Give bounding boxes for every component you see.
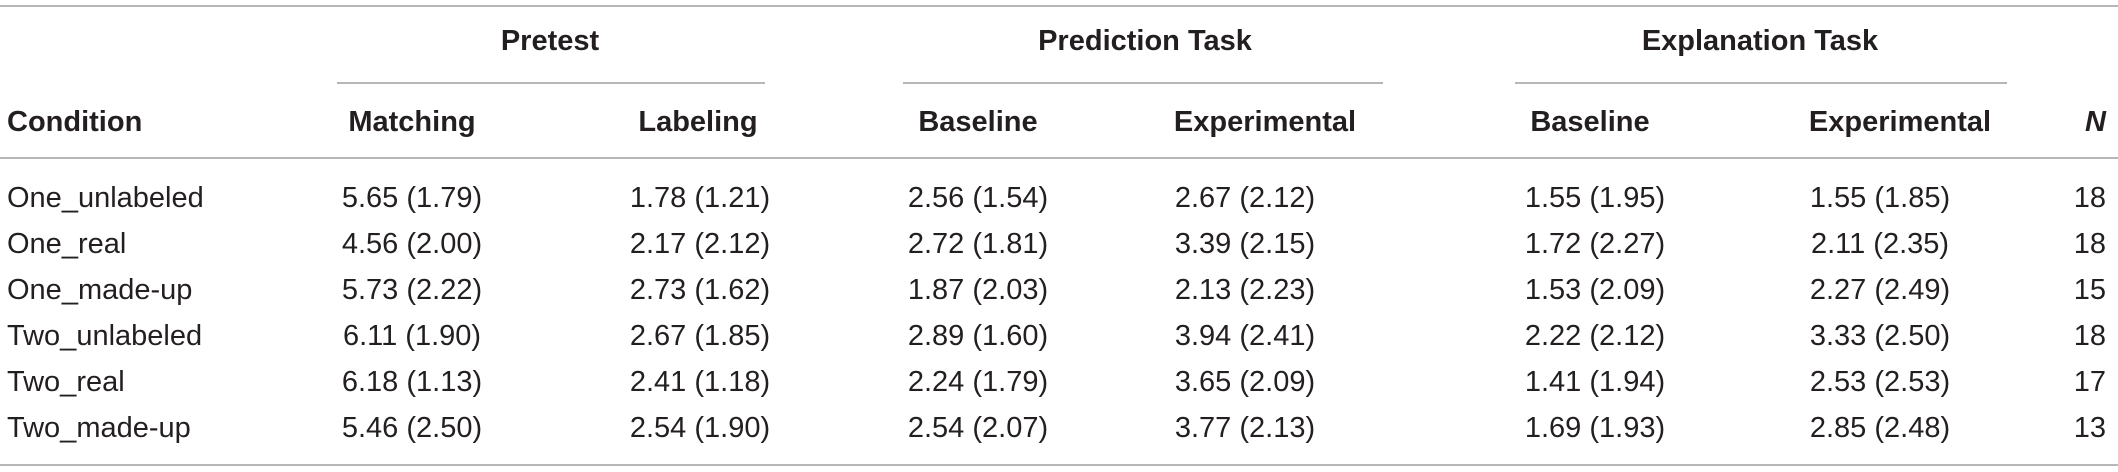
cell-n: 17 <box>2073 366 2106 398</box>
cell-explanation-baseline: 1.69 (1.93) <box>1524 412 1666 444</box>
column-header-explanation-experimental: Experimental <box>1808 106 1992 138</box>
cell-explanation-experimental: 3.33 (2.50) <box>1809 320 1951 352</box>
table-row: One_real 4.56 (2.00) 2.17 (2.12) 2.72 (1… <box>0 227 2118 273</box>
cell-pretest-matching: 6.18 (1.13) <box>341 366 483 398</box>
cell-explanation-experimental: 2.11 (2.35) <box>1810 228 1950 260</box>
cell-explanation-baseline: 1.41 (1.94) <box>1524 366 1666 398</box>
group-header-explanation-task: Explanation Task <box>1641 25 1879 57</box>
cell-pretest-matching: 5.73 (2.22) <box>341 274 483 306</box>
cell-prediction-experimental: 3.39 (2.15) <box>1174 228 1316 260</box>
table-row: Two_real 6.18 (1.13) 2.41 (1.18) 2.24 (1… <box>0 365 2118 411</box>
cell-pretest-labeling: 2.73 (1.62) <box>629 274 771 306</box>
cell-pretest-labeling: 2.54 (1.90) <box>629 412 771 444</box>
table-bottom-rule <box>0 464 2118 466</box>
cell-pretest-labeling: 2.67 (1.85) <box>629 320 771 352</box>
cell-n: 18 <box>2073 320 2106 352</box>
cell-condition: Two_real <box>7 366 125 398</box>
cell-pretest-matching: 4.56 (2.00) <box>341 228 483 260</box>
cell-prediction-baseline: 1.87 (2.03) <box>907 274 1049 306</box>
cell-pretest-matching: 5.46 (2.50) <box>341 412 483 444</box>
cell-prediction-baseline: 2.56 (1.54) <box>907 182 1049 214</box>
cell-n: 15 <box>2073 274 2106 306</box>
column-header-prediction-baseline: Baseline <box>918 106 1038 138</box>
column-header-matching: Matching <box>348 106 476 138</box>
table-row: One_unlabeled 5.65 (1.79) 1.78 (1.21) 2.… <box>0 181 2118 227</box>
cell-explanation-baseline: 1.72 (2.27) <box>1524 228 1666 260</box>
cell-pretest-labeling: 2.17 (2.12) <box>629 228 771 260</box>
cell-condition: One_unlabeled <box>7 182 204 214</box>
column-header-n: N <box>2085 106 2106 138</box>
cell-explanation-experimental: 1.55 (1.85) <box>1809 182 1951 214</box>
cell-condition: Two_unlabeled <box>7 320 203 352</box>
explanation-group-rule <box>1515 82 2007 84</box>
table-row: One_made-up 5.73 (2.22) 2.73 (1.62) 1.87… <box>0 273 2118 319</box>
cell-condition: One_made-up <box>7 274 193 306</box>
cell-prediction-baseline: 2.89 (1.60) <box>907 320 1049 352</box>
cell-explanation-baseline: 1.53 (2.09) <box>1524 274 1666 306</box>
group-header-prediction-task: Prediction Task <box>1038 25 1252 57</box>
cell-pretest-labeling: 1.78 (1.21) <box>629 182 771 214</box>
cell-n: 18 <box>2073 182 2106 214</box>
cell-explanation-experimental: 2.27 (2.49) <box>1809 274 1951 306</box>
cell-pretest-matching: 5.65 (1.79) <box>341 182 483 214</box>
table-row: Two_made-up 5.46 (2.50) 2.54 (1.90) 2.54… <box>0 411 2118 457</box>
cell-explanation-experimental: 2.53 (2.53) <box>1809 366 1951 398</box>
cell-n: 18 <box>2073 228 2106 260</box>
cell-prediction-experimental: 2.13 (2.23) <box>1174 274 1316 306</box>
table-row: Two_unlabeled 6.11 (1.90) 2.67 (1.85) 2.… <box>0 319 2118 365</box>
table-header-rule <box>0 157 2118 159</box>
column-header-explanation-baseline: Baseline <box>1530 106 1650 138</box>
cell-pretest-labeling: 2.41 (1.18) <box>629 366 771 398</box>
group-header-pretest: Pretest <box>500 25 600 57</box>
prediction-group-rule <box>903 82 1383 84</box>
cell-condition: One_real <box>7 228 127 260</box>
table-top-rule <box>0 5 2118 7</box>
cell-prediction-experimental: 3.65 (2.09) <box>1174 366 1316 398</box>
cell-n: 13 <box>2073 412 2106 444</box>
cell-explanation-baseline: 2.22 (2.12) <box>1524 320 1666 352</box>
cell-explanation-experimental: 2.85 (2.48) <box>1809 412 1951 444</box>
cell-prediction-experimental: 3.94 (2.41) <box>1174 320 1316 352</box>
cell-prediction-baseline: 2.24 (1.79) <box>907 366 1049 398</box>
cell-prediction-baseline: 2.54 (2.07) <box>907 412 1049 444</box>
cell-condition: Two_made-up <box>7 412 191 444</box>
column-header-condition: Condition <box>7 106 143 138</box>
cell-explanation-baseline: 1.55 (1.95) <box>1524 182 1666 214</box>
cell-pretest-matching: 6.11 (1.90) <box>342 320 482 352</box>
cell-prediction-experimental: 3.77 (2.13) <box>1174 412 1316 444</box>
cell-prediction-experimental: 2.67 (2.12) <box>1174 182 1316 214</box>
cell-prediction-baseline: 2.72 (1.81) <box>907 228 1049 260</box>
pretest-group-rule <box>337 82 765 84</box>
column-header-prediction-experimental: Experimental <box>1173 106 1357 138</box>
column-header-labeling: Labeling <box>638 106 758 138</box>
